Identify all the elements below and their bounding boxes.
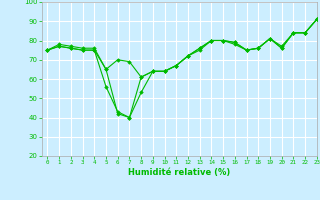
X-axis label: Humidité relative (%): Humidité relative (%) xyxy=(128,168,230,177)
